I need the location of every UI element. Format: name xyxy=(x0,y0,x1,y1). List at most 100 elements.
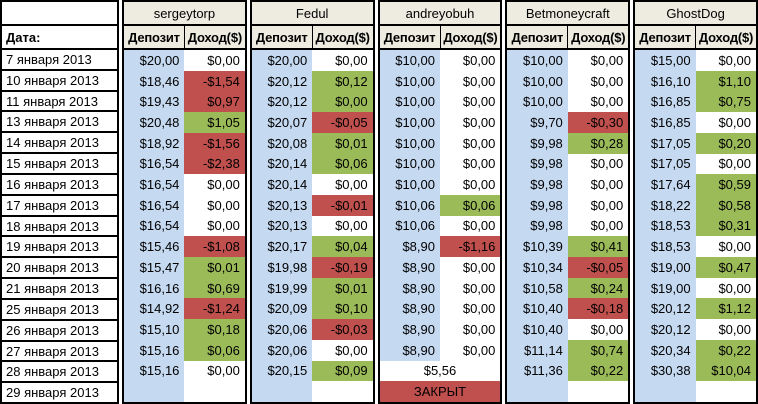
deposit-cell[interactable]: $15,46 xyxy=(124,236,185,258)
deposit-cell[interactable]: $17,05 xyxy=(635,132,696,154)
date-header[interactable]: Дата: xyxy=(2,26,117,50)
deposit-cell[interactable] xyxy=(507,381,568,402)
income-cell[interactable]: $0,18 xyxy=(184,319,245,340)
income-cell[interactable]: $0,00 xyxy=(440,174,501,195)
date-cell[interactable]: 7 января 2013 xyxy=(2,50,117,71)
income-cell[interactable]: $0,22 xyxy=(695,339,756,361)
deposit-cell[interactable]: $10,00 xyxy=(379,50,440,71)
deposit-header[interactable]: Депозит xyxy=(379,26,440,48)
deposit-cell[interactable]: $9,98 xyxy=(507,153,568,175)
deposit-cell[interactable]: $18,53 xyxy=(635,236,696,258)
deposit-cell[interactable]: $10,40 xyxy=(507,319,568,340)
income-cell[interactable]: -$1,16 xyxy=(440,236,501,258)
deposit-cell[interactable]: $20,14 xyxy=(251,174,313,195)
deposit-cell[interactable]: $17,64 xyxy=(635,174,696,195)
date-cell[interactable]: 21 января 2013 xyxy=(2,279,117,300)
income-cell[interactable]: $10,04 xyxy=(695,360,756,382)
income-cell[interactable]: -$0,03 xyxy=(312,319,373,340)
income-cell[interactable]: $0,41 xyxy=(567,236,629,258)
deposit-cell[interactable]: $17,05 xyxy=(635,153,696,175)
income-cell[interactable]: $1,10 xyxy=(695,70,756,92)
income-header[interactable]: Доход($) xyxy=(183,26,245,48)
income-cell[interactable]: $0,00 xyxy=(440,215,501,237)
income-cell[interactable]: $0,97 xyxy=(184,91,245,113)
deposit-cell[interactable]: $10,40 xyxy=(507,298,568,320)
deposit-cell[interactable]: $19,43 xyxy=(124,91,185,113)
deposit-cell[interactable]: $8,90 xyxy=(379,277,440,299)
income-cell[interactable]: $0,00 xyxy=(440,339,501,361)
deposit-cell[interactable]: $10,00 xyxy=(379,174,440,195)
income-cell[interactable]: $0,00 xyxy=(440,112,501,133)
deposit-cell[interactable]: $16,54 xyxy=(124,174,185,195)
deposit-cell[interactable]: $15,10 xyxy=(124,319,185,340)
income-cell[interactable]: $0,01 xyxy=(312,132,373,154)
deposit-cell[interactable] xyxy=(635,381,696,402)
deposit-cell[interactable]: $10,00 xyxy=(379,112,440,133)
income-cell[interactable]: $0,00 xyxy=(440,91,501,113)
deposit-cell[interactable]: $20,15 xyxy=(251,360,313,382)
deposit-cell[interactable]: $10,00 xyxy=(379,153,440,175)
deposit-cell[interactable]: $20,12 xyxy=(251,70,313,92)
income-cell[interactable]: -$1,54 xyxy=(184,70,245,92)
deposit-cell[interactable]: $16,16 xyxy=(124,277,185,299)
deposit-cell[interactable]: $20,13 xyxy=(251,194,313,216)
deposit-cell[interactable]: $20,14 xyxy=(251,153,313,175)
deposit-cell[interactable]: $8,90 xyxy=(379,339,440,361)
deposit-cell[interactable]: $11,36 xyxy=(507,360,568,382)
date-cell[interactable]: 28 января 2013 xyxy=(2,362,117,384)
income-cell[interactable]: $0,00 xyxy=(567,194,629,216)
deposit-cell[interactable]: $19,00 xyxy=(635,277,696,299)
deposit-cell[interactable]: $10,00 xyxy=(507,70,568,92)
deposit-cell[interactable]: $18,22 xyxy=(635,194,696,216)
deposit-cell[interactable]: $8,90 xyxy=(379,257,440,278)
deposit-cell[interactable]: $8,90 xyxy=(379,298,440,320)
deposit-cell[interactable]: $20,00 xyxy=(124,50,185,71)
income-cell[interactable] xyxy=(567,381,629,402)
deposit-cell[interactable]: $20,09 xyxy=(251,298,313,320)
income-cell[interactable]: $0,00 xyxy=(184,194,245,216)
deposit-cell[interactable]: $16,54 xyxy=(124,194,185,216)
deposit-cell[interactable]: $10,34 xyxy=(507,257,568,278)
deposit-cell[interactable]: $19,98 xyxy=(251,257,313,278)
merged-cell[interactable]: $5,56 xyxy=(379,360,501,382)
income-cell[interactable]: $0,00 xyxy=(567,50,629,71)
trader-name[interactable]: GhostDog xyxy=(635,2,756,26)
deposit-cell[interactable]: $30,38 xyxy=(635,360,696,382)
income-cell[interactable]: $0,28 xyxy=(567,132,629,154)
deposit-header[interactable]: Депозит xyxy=(507,26,568,48)
deposit-cell[interactable]: $19,99 xyxy=(251,277,313,299)
income-cell[interactable] xyxy=(312,381,373,402)
trader-name[interactable]: sergeytorp xyxy=(124,2,245,26)
deposit-cell[interactable]: $9,98 xyxy=(507,174,568,195)
deposit-cell[interactable] xyxy=(251,381,313,402)
income-cell[interactable]: -$0,18 xyxy=(567,298,629,320)
deposit-cell[interactable]: $10,06 xyxy=(379,194,440,216)
income-cell[interactable]: -$0,30 xyxy=(567,112,629,133)
income-cell[interactable]: $0,00 xyxy=(567,70,629,92)
income-cell[interactable]: $0,00 xyxy=(695,112,756,133)
income-cell[interactable]: $0,58 xyxy=(695,194,756,216)
deposit-cell[interactable]: $10,39 xyxy=(507,236,568,258)
income-cell[interactable]: $0,22 xyxy=(567,360,629,382)
deposit-cell[interactable]: $20,34 xyxy=(635,339,696,361)
deposit-header[interactable]: Депозит xyxy=(251,26,312,48)
deposit-cell[interactable]: $8,90 xyxy=(379,319,440,340)
date-cell[interactable]: 14 января 2013 xyxy=(2,133,117,155)
date-cell[interactable]: 29 января 2013 xyxy=(6,385,99,401)
deposit-cell[interactable]: $16,85 xyxy=(635,91,696,113)
income-cell[interactable]: $0,00 xyxy=(440,277,501,299)
income-cell[interactable]: $0,00 xyxy=(440,298,501,320)
income-cell[interactable]: $0,12 xyxy=(312,70,373,92)
income-cell[interactable]: $1,12 xyxy=(695,298,756,320)
date-cell[interactable]: 16 января 2013 xyxy=(2,175,117,196)
income-cell[interactable]: $0,00 xyxy=(695,319,756,340)
date-cell[interactable]: 10 января 2013 xyxy=(2,71,117,92)
income-cell[interactable]: -$2,38 xyxy=(184,153,245,175)
income-cell[interactable]: $0,00 xyxy=(440,132,501,154)
deposit-cell[interactable]: $20,06 xyxy=(251,319,313,340)
deposit-header[interactable]: Депозит xyxy=(635,26,696,48)
deposit-cell[interactable]: $8,90 xyxy=(379,236,440,258)
trader-name[interactable]: andreyobuh xyxy=(379,2,501,26)
income-cell[interactable]: $0,00 xyxy=(184,215,245,237)
income-cell[interactable]: $1,05 xyxy=(184,112,245,133)
